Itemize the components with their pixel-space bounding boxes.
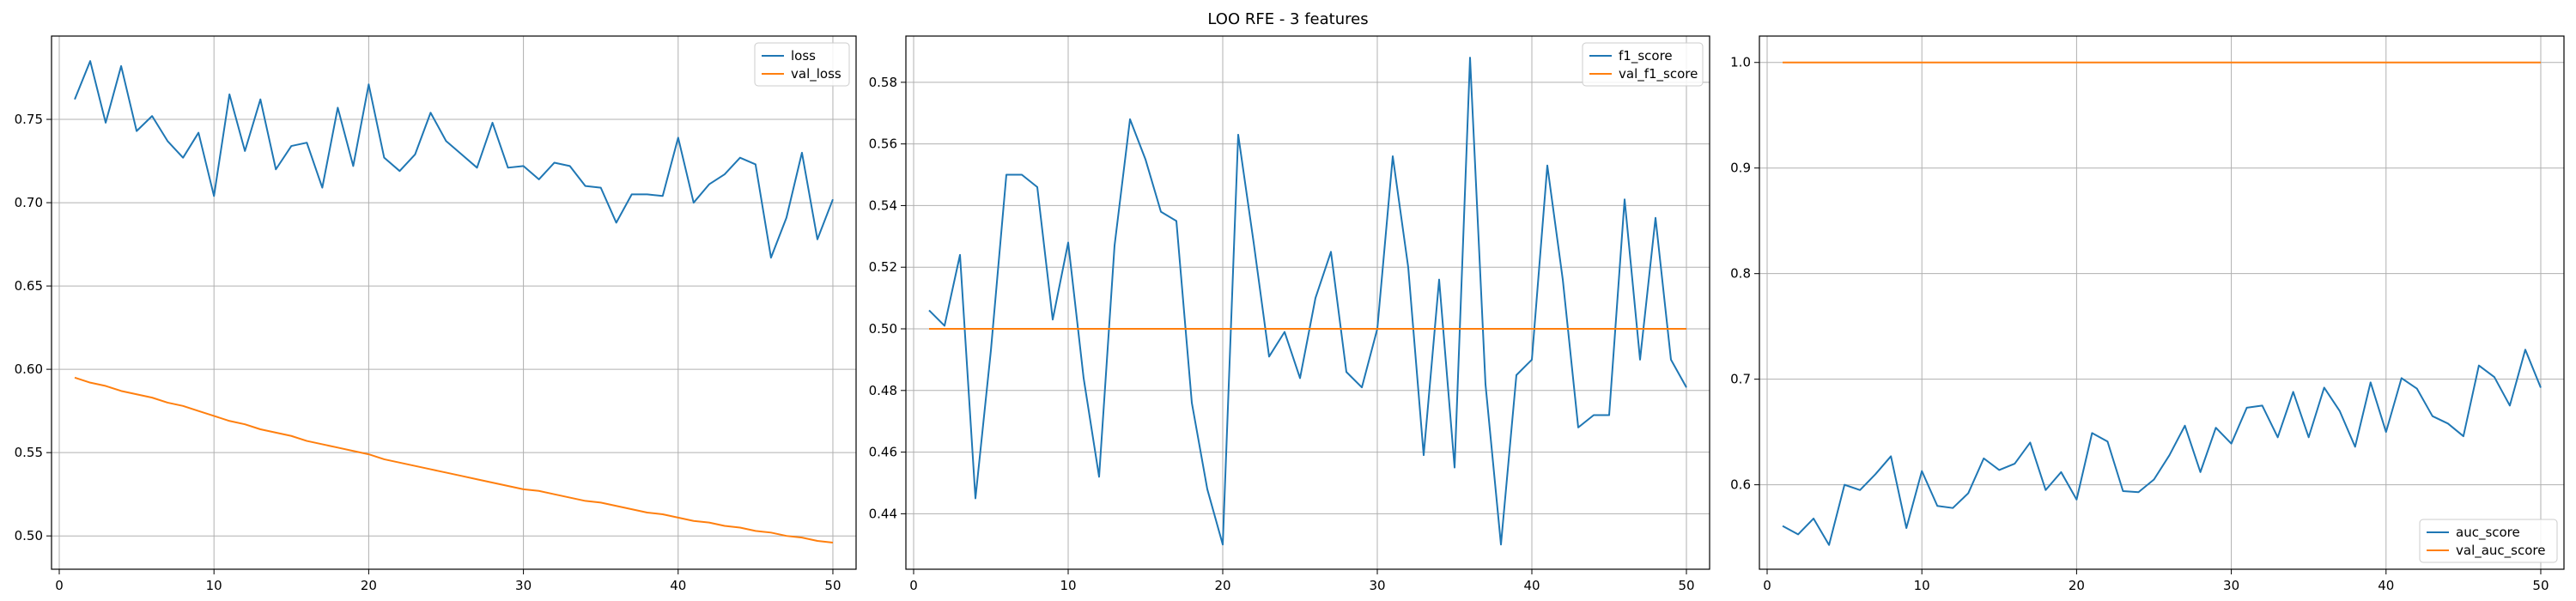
x-tick-label-5: 50 bbox=[1678, 578, 1694, 593]
x-tick-label-1: 10 bbox=[1060, 578, 1076, 593]
series-line-loss bbox=[74, 60, 834, 259]
legend-label-auc_score: auc_score bbox=[2456, 525, 2520, 541]
axes-frame bbox=[51, 35, 857, 570]
y-tick-label-0: 0.50 bbox=[15, 528, 43, 543]
legend-label-loss: loss bbox=[791, 48, 816, 64]
series-line-val_loss bbox=[74, 376, 834, 543]
legend-box bbox=[2419, 519, 2558, 563]
x-tick-label-4: 40 bbox=[670, 578, 686, 593]
x-tick-label-1: 10 bbox=[206, 578, 222, 593]
x-tick-label-0: 0 bbox=[1763, 578, 1771, 593]
y-tick-label-1: 0.46 bbox=[869, 445, 897, 460]
subplot-2: 0 10 20 30 40 50 0.44 0.46 0.48 0.50 0.52 0.54 0.56 0… bbox=[869, 35, 1710, 593]
y-tick-label-2: 0.48 bbox=[869, 383, 897, 398]
y-tick-label-1: 0.55 bbox=[15, 445, 43, 460]
x-tick-label-2: 20 bbox=[1214, 578, 1230, 593]
legend-label-val_loss: val_loss bbox=[791, 66, 841, 82]
y-tick-label-3: 0.65 bbox=[15, 278, 43, 294]
x-tick-label-0: 0 bbox=[909, 578, 918, 593]
legend: loss val_loss bbox=[754, 42, 850, 87]
y-tick-label-4: 0.70 bbox=[15, 195, 43, 210]
y-tick-label-5: 0.75 bbox=[15, 112, 43, 127]
y-tick-label-1: 0.7 bbox=[1730, 372, 1751, 387]
legend-label-val_auc_score: val_auc_score bbox=[2456, 543, 2546, 559]
y-tick-label-4: 1.0 bbox=[1730, 55, 1751, 70]
y-tick-label-6: 0.56 bbox=[869, 137, 897, 152]
legend-box bbox=[754, 42, 850, 87]
legend-box bbox=[1582, 42, 1704, 87]
x-tick-label-3: 30 bbox=[1369, 578, 1385, 593]
x-tick-label-2: 20 bbox=[2069, 578, 2085, 593]
series-line-f1_score bbox=[928, 57, 1687, 546]
legend-label-val_f1_score: val_f1_score bbox=[1619, 66, 1698, 82]
y-tick-label-0: 0.6 bbox=[1730, 477, 1751, 493]
y-tick-label-5: 0.54 bbox=[869, 197, 897, 213]
x-tick-label-2: 20 bbox=[361, 578, 377, 593]
y-tick-label-3: 0.50 bbox=[869, 321, 897, 337]
axes-frame bbox=[905, 35, 1710, 570]
subplot-3: 0 10 20 30 40 50 0.6 0.7 0.8 0.9 1.0 auc_score val_a… bbox=[1730, 35, 2565, 593]
y-tick-label-0: 0.44 bbox=[869, 506, 897, 521]
axes-frame bbox=[1759, 35, 2565, 570]
y-tick-label-2: 0.8 bbox=[1730, 266, 1751, 282]
subplots: 0 10 20 30 40 500.500.550.600.650.700.75lossv… bbox=[15, 35, 2565, 593]
y-tick-label-7: 0.58 bbox=[869, 75, 897, 90]
x-tick-label-5: 50 bbox=[824, 578, 841, 593]
y-tick-label-4: 0.52 bbox=[869, 259, 897, 275]
figure-title: LOO RFE - 3 features bbox=[1207, 10, 1368, 28]
subplot-1: 0 10 20 30 40 50 0.50 0.55 0.60 0.65 0.70 0.75 loss v… bbox=[15, 35, 857, 593]
legend: auc_score val_auc_score bbox=[2419, 519, 2558, 563]
y-tick-label-3: 0.9 bbox=[1730, 161, 1751, 176]
legend-label-f1_score: f1_score bbox=[1619, 48, 1673, 64]
x-tick-label-3: 30 bbox=[2223, 578, 2239, 593]
x-tick-label-4: 40 bbox=[2378, 578, 2394, 593]
x-tick-label-3: 30 bbox=[515, 578, 532, 593]
x-tick-label-0: 0 bbox=[55, 578, 64, 593]
x-tick-label-4: 40 bbox=[1523, 578, 1540, 593]
x-tick-label-1: 10 bbox=[1914, 578, 1930, 593]
x-tick-label-5: 50 bbox=[2532, 578, 2549, 593]
y-tick-label-2: 0.60 bbox=[15, 361, 43, 377]
series-line-auc_score bbox=[1782, 349, 2542, 546]
legend: f1_score val_f1_score bbox=[1582, 42, 1704, 87]
